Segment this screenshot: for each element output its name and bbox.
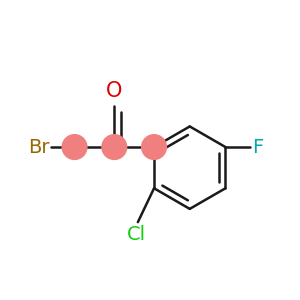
Circle shape <box>142 135 167 159</box>
Circle shape <box>62 135 87 159</box>
Text: F: F <box>252 138 263 157</box>
Text: Br: Br <box>28 138 50 157</box>
Text: O: O <box>106 81 122 101</box>
Text: Cl: Cl <box>127 225 146 244</box>
Circle shape <box>102 135 127 159</box>
